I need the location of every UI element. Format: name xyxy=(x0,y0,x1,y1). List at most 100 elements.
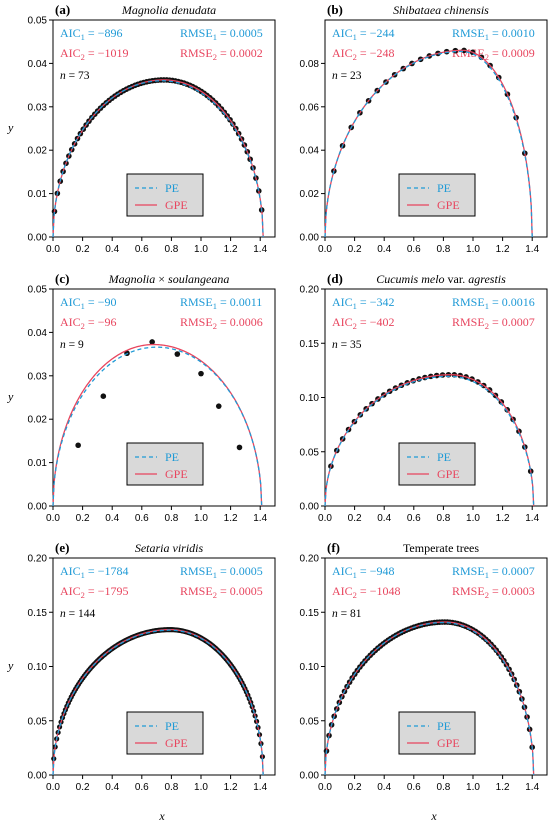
x-tick-label: 1.4 xyxy=(525,513,539,524)
y-tick-label: 0.15 xyxy=(300,608,320,619)
x-tick-label: 0.2 xyxy=(348,513,362,524)
panel-letter: (c) xyxy=(55,271,69,286)
x-tick-label: 0.6 xyxy=(407,782,421,793)
y-tick-label: 0.01 xyxy=(28,458,48,469)
x-tick-label: 1.2 xyxy=(496,244,510,255)
legend-gpe-label: GPE xyxy=(165,198,188,212)
x-tick-label: 0.0 xyxy=(46,782,60,793)
rmse1-text: RMSE1 = 0.0005 xyxy=(180,564,263,580)
panel-title-part: Magnolia denudata xyxy=(121,3,216,17)
aic1-text: AIC1 = −90 xyxy=(60,295,116,311)
rmse1-text: RMSE1 = 0.0010 xyxy=(452,26,535,42)
plot-frame xyxy=(324,19,548,238)
x-tick-label: 0.2 xyxy=(76,244,90,255)
x-tick-label: 0.4 xyxy=(105,513,119,524)
gpe-curve xyxy=(324,374,535,507)
aic2-text: AIC2 = −1795 xyxy=(60,584,128,600)
sample-size: n = 144 xyxy=(60,608,96,620)
panel-c: 0.0 0.2 0.4 0.6 0.8 1.0 1.2 1.4 0.00 0.01 0.02 0.03… xyxy=(7,271,276,524)
x-tick-label: 0.4 xyxy=(377,244,391,255)
x-tick-label: 0.0 xyxy=(46,513,60,524)
y-tick-label: 0.00 xyxy=(300,502,320,513)
y-tick-label: 0.20 xyxy=(300,285,320,296)
x-axis-label: x xyxy=(158,809,165,823)
y-tick-label: 0.05 xyxy=(300,716,320,727)
x-tick-label: 0.2 xyxy=(348,782,362,793)
x-tick-label: 0.6 xyxy=(407,244,421,255)
rmse1-text: RMSE1 = 0.0011 xyxy=(180,295,262,311)
x-tick-label: 1.2 xyxy=(224,513,238,524)
x-tick-label: 0.8 xyxy=(436,513,450,524)
x-tick-label: 1.0 xyxy=(466,244,480,255)
rmse2-text: RMSE2 = 0.0002 xyxy=(180,46,263,62)
rmse2-text: RMSE2 = 0.0006 xyxy=(180,315,263,331)
data-point xyxy=(100,393,107,400)
y-tick-label: 0.05 xyxy=(28,285,48,296)
data-points xyxy=(75,339,243,451)
y-tick-label: 0.03 xyxy=(28,371,48,382)
y-axis-label: y xyxy=(7,390,14,404)
sample-size: n = 73 xyxy=(60,70,90,82)
x-tick-label: 0.6 xyxy=(407,513,421,524)
y-tick-label: 0.00 xyxy=(28,771,48,782)
y-tick-label: 0.00 xyxy=(28,233,48,244)
legend-pe-label: PE xyxy=(437,719,451,733)
panel-title: Cucumis melo var. agrestis xyxy=(376,272,506,286)
legend-gpe-label: GPE xyxy=(165,467,188,481)
y-tick-label: 0.04 xyxy=(300,146,320,157)
x-tick-label: 0.2 xyxy=(348,244,362,255)
legend-box xyxy=(126,711,204,755)
x-tick-label: 1.2 xyxy=(224,244,238,255)
y-axis-label: y xyxy=(7,121,14,135)
y-tick-label: 0.10 xyxy=(28,662,48,673)
x-tick-label: 0.6 xyxy=(135,244,149,255)
y-tick-label: 0.02 xyxy=(28,146,48,157)
sample-size: n = 23 xyxy=(332,70,362,82)
y-tick-label: 0.00 xyxy=(28,502,48,513)
x-tick-label: 0.8 xyxy=(164,782,178,793)
legend: PE GPE xyxy=(398,173,476,217)
y-tick-label: 0.15 xyxy=(300,339,320,350)
panel-title-part: Temperate trees xyxy=(403,541,479,555)
y-tick-label: 0.04 xyxy=(28,59,48,70)
rmse2-text: RMSE2 = 0.0007 xyxy=(452,315,535,331)
y-tick-label: 0.00 xyxy=(300,233,320,244)
aic1-text: AIC1 = −1784 xyxy=(60,564,128,580)
legend-pe-label: PE xyxy=(165,450,179,464)
panel-letter: (d) xyxy=(327,271,343,286)
x-tick-label: 1.2 xyxy=(496,782,510,793)
panel-title-part: var. xyxy=(445,272,469,286)
pe-curve xyxy=(324,621,535,776)
aic2-text: AIC2 = −402 xyxy=(332,315,394,331)
legend-gpe-label: GPE xyxy=(437,198,460,212)
panel-title: Temperate trees xyxy=(403,541,479,555)
panel-letter: (f) xyxy=(327,540,340,555)
data-point xyxy=(75,442,81,449)
legend-gpe-label: GPE xyxy=(437,736,460,750)
x-tick-label: 0.6 xyxy=(135,782,149,793)
panel-title: Magnolia × soulangeana xyxy=(108,272,230,286)
panel-title-part: × xyxy=(155,272,168,286)
data-point xyxy=(215,403,222,409)
panel-title-part: agrestis xyxy=(468,272,506,286)
x-tick-label: 1.0 xyxy=(194,244,208,255)
aic1-text: AIC1 = −896 xyxy=(60,26,122,42)
pe-curve xyxy=(52,80,264,238)
x-tick-label: 1.0 xyxy=(194,782,208,793)
aic1-text: AIC1 = −342 xyxy=(332,295,394,311)
legend-box xyxy=(398,711,476,755)
x-tick-label: 1.4 xyxy=(525,244,539,255)
legend-gpe-label: GPE xyxy=(437,467,460,481)
x-tick-label: 0.4 xyxy=(377,513,391,524)
x-tick-label: 0.4 xyxy=(377,782,391,793)
x-tick-label: 0.2 xyxy=(76,782,90,793)
legend: PE GPE xyxy=(126,173,204,217)
y-tick-label: 0.20 xyxy=(300,554,320,565)
legend: PE GPE xyxy=(398,711,476,755)
rmse1-text: RMSE1 = 0.0007 xyxy=(452,564,535,580)
legend-box xyxy=(126,173,204,217)
panel-f: 0.0 0.2 0.4 0.6 0.8 1.0 1.2 1.4 0.00 0.05 0.10 0.15… xyxy=(300,540,548,823)
x-tick-label: 1.2 xyxy=(496,513,510,524)
panel-e: 0.0 0.2 0.4 0.6 0.8 1.0 1.2 1.4 0.00 0.05 0.10 0.15… xyxy=(7,540,276,823)
x-tick-label: 0.4 xyxy=(105,244,119,255)
